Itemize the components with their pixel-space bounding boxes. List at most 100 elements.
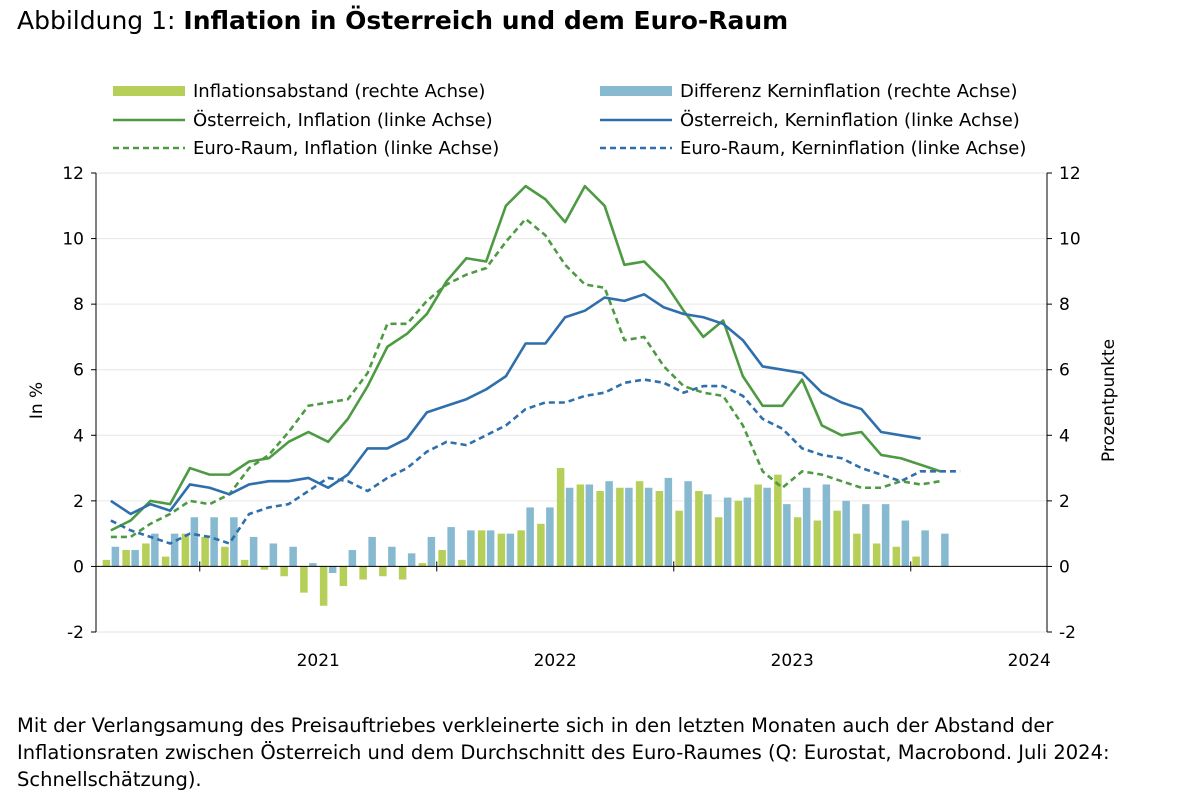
legend: Inflationsabstand (rechte Achse) Differen… <box>113 81 1026 159</box>
y-tick-label-right: -2 <box>1059 623 1076 643</box>
bar-inflationsabstand <box>221 546 229 567</box>
bar-inflationsabstand <box>556 468 565 567</box>
bar-inflationsabstand <box>853 533 861 567</box>
bar-inflationsabstand <box>319 566 328 606</box>
bar-inflationsabstand <box>655 491 664 567</box>
bar-inflationsabstand <box>181 533 190 567</box>
y-axis-title-left: In % <box>27 382 47 419</box>
bar-differenz-kerninflation <box>644 487 653 567</box>
y-tick-label-right: 2 <box>1059 492 1070 512</box>
y-axis-title-right: Prozentpunkte <box>1099 339 1119 462</box>
legend-euroraum-inflation: Euro-Raum, Inflation (linke Achse) <box>113 138 499 159</box>
bar-differenz-kerninflation <box>743 497 752 567</box>
bar-differenz-kerninflation <box>704 494 712 567</box>
bar-inflationsabstand <box>892 546 901 567</box>
line-oesterreich-inflation <box>110 184 941 532</box>
bar-differenz-kerninflation <box>802 487 811 567</box>
bar-inflationsabstand <box>872 543 881 567</box>
bar-inflationsabstand <box>695 491 703 567</box>
legend-euroraum-kerninflation: Euro-Raum, Kerninflation (linke Achse) <box>600 138 1026 159</box>
bar-inflationsabstand <box>201 536 209 567</box>
bar-differenz-kerninflation <box>348 550 357 567</box>
bar-inflationsabstand <box>102 559 111 567</box>
bar-differenz-kerninflation <box>388 546 396 567</box>
bar-differenz-kerninflation <box>625 487 633 567</box>
bar-differenz-kerninflation <box>427 536 436 567</box>
legend-label: Inflationsabstand (rechte Achse) <box>193 81 485 102</box>
bar-inflationsabstand <box>300 566 308 593</box>
bar-differenz-kerninflation <box>862 504 870 567</box>
legend-swatch <box>113 86 185 96</box>
bar-differenz-kerninflation <box>901 520 910 567</box>
x-year-label: 2024 <box>1008 651 1051 671</box>
figure-main-title: Inflation in Österreich und dem Euro-Rau… <box>183 6 789 35</box>
bar-differenz-kerninflation <box>170 533 179 567</box>
bar-differenz-kerninflation <box>131 550 139 567</box>
bar-inflationsabstand <box>912 556 920 567</box>
bar-inflationsabstand <box>596 491 604 567</box>
bar-inflationsabstand <box>793 517 802 567</box>
bar-inflationsabstand <box>774 474 782 567</box>
bar-differenz-kerninflation <box>269 543 278 567</box>
axes: -2 -2 0 0 2 2 4 4 6 6 8 8 10 10 12 12 In % Prozentpunkte 2… <box>27 164 1119 671</box>
y-tick-label-left: 4 <box>73 426 84 446</box>
legend-label: Differenz Kerninflation (rechte Achse) <box>680 81 1017 102</box>
bar-differenz-kerninflation <box>249 536 258 567</box>
bar-differenz-kerninflation <box>467 530 475 567</box>
bar-differenz-kerninflation <box>921 530 929 567</box>
y-tick-label-left: 8 <box>73 295 84 315</box>
legend-differenz-kerninflation: Differenz Kerninflation (rechte Achse) <box>600 81 1017 102</box>
bar-differenz-kerninflation <box>407 553 416 567</box>
bar-inflationsabstand <box>379 566 387 577</box>
x-year-label: 2023 <box>771 651 814 671</box>
bar-differenz-kerninflation <box>565 487 574 567</box>
bar-inflationsabstand <box>616 487 624 567</box>
bar-inflationsabstand <box>142 543 150 567</box>
bar-inflationsabstand <box>635 481 644 567</box>
bar-inflationsabstand <box>714 517 723 567</box>
legend-label: Euro-Raum, Inflation (linke Achse) <box>193 138 499 159</box>
bar-differenz-kerninflation <box>684 481 692 567</box>
bar-inflationsabstand <box>161 556 170 567</box>
legend-label: Österreich, Kerninflation (linke Achse) <box>680 109 1020 131</box>
gridlines <box>96 172 1047 633</box>
line-series <box>110 184 961 545</box>
bar-inflationsabstand <box>438 550 446 567</box>
bar-differenz-kerninflation <box>526 507 534 567</box>
bar-differenz-kerninflation <box>486 530 495 567</box>
bar-inflationsabstand <box>754 484 762 567</box>
x-year-label: 2021 <box>297 651 340 671</box>
bar-differenz-kerninflation <box>842 500 850 567</box>
bar-differenz-kerninflation <box>151 533 159 567</box>
line-euroraum-inflation <box>110 217 941 539</box>
bar-inflationsabstand <box>398 566 407 580</box>
legend-inflationsabstand: Inflationsabstand (rechte Achse) <box>113 81 485 102</box>
legend-oesterreich-kerninflation: Österreich, Kerninflation (linke Achse) <box>600 109 1020 131</box>
y-tick-label-left: 2 <box>73 492 84 512</box>
bar-differenz-kerninflation <box>881 504 890 567</box>
y-tick-label-right: 4 <box>1059 426 1070 446</box>
bar-inflationsabstand <box>280 566 288 577</box>
bar-differenz-kerninflation <box>328 566 337 573</box>
chart-area: Inflationsabstand (rechte Achse) Differen… <box>27 81 1119 671</box>
y-tick-label-right: 12 <box>1059 164 1081 184</box>
bar-differenz-kerninflation <box>210 517 218 567</box>
bar-inflationsabstand <box>517 530 525 567</box>
bar-inflationsabstand <box>734 500 743 567</box>
bar-differenz-kerninflation <box>289 546 297 567</box>
line-oesterreich-kerninflation <box>110 293 921 516</box>
line-euroraum-kerninflation <box>110 378 961 545</box>
bar-differenz-kerninflation <box>447 527 455 567</box>
bar-differenz-kerninflation <box>783 504 791 567</box>
figure-number: Abbildung 1: <box>17 6 176 35</box>
bar-inflationsabstand <box>458 559 466 567</box>
bar-differenz-kerninflation <box>506 533 515 567</box>
bar-inflationsabstand <box>359 566 367 580</box>
bar-inflationsabstand <box>813 520 822 567</box>
bar-inflationsabstand <box>833 510 841 567</box>
bar-differenz-kerninflation <box>368 536 376 567</box>
y-tick-label-left: 6 <box>73 361 84 381</box>
bar-inflationsabstand <box>418 563 427 567</box>
bar-inflationsabstand <box>497 533 506 567</box>
x-year-label: 2022 <box>534 651 577 671</box>
